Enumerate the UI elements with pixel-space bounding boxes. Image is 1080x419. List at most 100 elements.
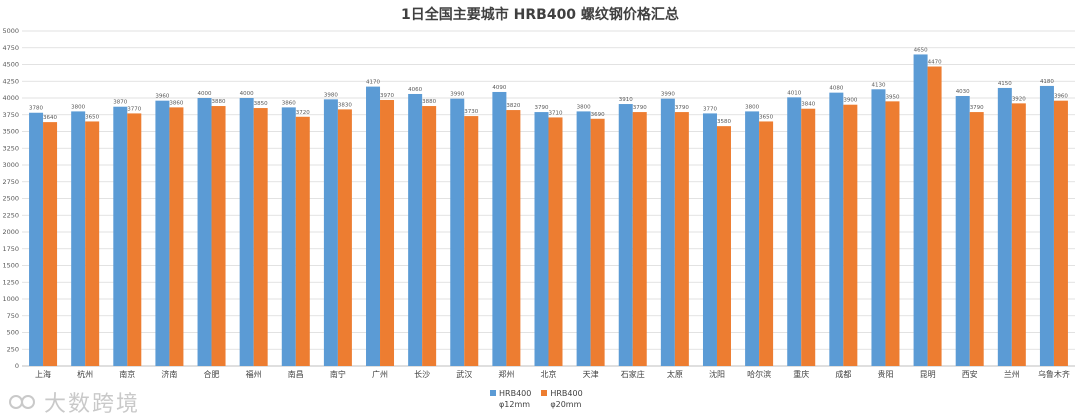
bar-phi20 bbox=[464, 116, 479, 366]
bar-phi20 bbox=[253, 108, 268, 367]
bar-phi20 bbox=[43, 122, 58, 367]
bar-phi12 bbox=[702, 113, 717, 366]
data-label: 3720 bbox=[296, 110, 310, 116]
bar-phi12 bbox=[1039, 85, 1054, 366]
data-label: 3800 bbox=[577, 104, 591, 110]
bar-phi12 bbox=[323, 99, 338, 366]
data-label: 3790 bbox=[633, 105, 647, 111]
x-category-label: 西安 bbox=[962, 369, 978, 379]
bar-phi12 bbox=[71, 111, 86, 367]
bar-phi20 bbox=[337, 109, 352, 366]
data-label: 3990 bbox=[661, 92, 675, 98]
bar-phi20 bbox=[85, 121, 100, 366]
data-label: 3900 bbox=[843, 98, 857, 104]
data-label: 3870 bbox=[113, 100, 127, 106]
bar-phi12 bbox=[366, 86, 381, 367]
data-label: 3880 bbox=[212, 99, 226, 105]
data-label: 4150 bbox=[998, 81, 1012, 87]
bar-phi12 bbox=[913, 54, 928, 366]
x-category-label: 长沙 bbox=[414, 369, 430, 379]
x-category-label: 兰州 bbox=[1004, 369, 1020, 379]
y-tick-label: 2000 bbox=[2, 228, 19, 236]
bar-phi12 bbox=[408, 93, 423, 366]
data-label: 3650 bbox=[759, 114, 773, 120]
x-category-label: 成都 bbox=[835, 369, 851, 379]
y-tick-label: 1000 bbox=[2, 295, 19, 303]
legend: HRB400 φ12mm HRB400 φ20mm bbox=[490, 388, 583, 410]
x-category-label: 南昌 bbox=[288, 369, 304, 379]
y-tick-label: 2500 bbox=[2, 195, 19, 203]
x-category-label: 重庆 bbox=[793, 369, 809, 379]
bar-phi12 bbox=[660, 98, 675, 367]
bar-phi12 bbox=[745, 111, 760, 367]
bar-phi20 bbox=[590, 118, 605, 367]
x-category-label: 广州 bbox=[372, 369, 388, 379]
data-label: 3850 bbox=[254, 101, 268, 107]
data-label: 3650 bbox=[85, 114, 99, 120]
bar-phi12 bbox=[29, 112, 44, 367]
y-tick-label: 2750 bbox=[2, 178, 19, 186]
bar-phi12 bbox=[576, 111, 591, 367]
data-label: 4470 bbox=[928, 60, 942, 66]
data-label: 3830 bbox=[338, 102, 352, 108]
bar-phi12 bbox=[239, 98, 254, 366]
chart-title: 1日全国主要城市 HRB400 螺纹钢价格汇总 bbox=[401, 7, 679, 23]
data-label: 3730 bbox=[464, 109, 478, 115]
x-category-label: 武汉 bbox=[456, 369, 472, 379]
legend-label-series-1: HRB400 φ12mm bbox=[499, 389, 532, 409]
bar-phi12 bbox=[997, 87, 1012, 366]
bar-phi20 bbox=[674, 112, 689, 366]
bar-phi12 bbox=[281, 107, 296, 366]
data-label: 3580 bbox=[717, 119, 731, 125]
data-label: 3780 bbox=[29, 106, 43, 112]
data-label: 3800 bbox=[71, 104, 85, 110]
y-tick-label: 4500 bbox=[2, 61, 19, 69]
bar-phi20 bbox=[422, 106, 437, 366]
bar-phi20 bbox=[506, 110, 521, 366]
x-category-label: 石家庄 bbox=[621, 369, 645, 379]
y-tick-label: 1750 bbox=[2, 245, 19, 253]
y-tick-label: 1250 bbox=[2, 278, 19, 286]
data-label: 3950 bbox=[885, 94, 899, 100]
y-tick-label: 2250 bbox=[2, 211, 19, 219]
data-label: 3860 bbox=[282, 100, 296, 106]
watermark: 大数跨境 bbox=[8, 386, 140, 418]
data-label: 3840 bbox=[801, 102, 815, 108]
bar-phi20 bbox=[380, 100, 395, 366]
x-category-label: 太原 bbox=[667, 369, 683, 379]
y-tick-label: 4250 bbox=[2, 77, 19, 85]
watermark-logo-icon bbox=[9, 395, 35, 409]
bar-phi12 bbox=[787, 97, 802, 366]
y-tick-label: 5000 bbox=[2, 27, 19, 35]
data-label: 3920 bbox=[1012, 96, 1026, 102]
y-tick-label: 4000 bbox=[2, 94, 19, 102]
bar-phi20 bbox=[1053, 100, 1068, 367]
bar-phi20 bbox=[211, 106, 226, 366]
bar-phi12 bbox=[534, 112, 549, 366]
y-tick-label: 1500 bbox=[2, 262, 19, 270]
bar-phi12 bbox=[197, 98, 212, 366]
x-category-label: 南宁 bbox=[330, 369, 346, 379]
data-label: 4060 bbox=[408, 87, 422, 93]
bar-phi20 bbox=[169, 107, 184, 366]
data-label: 4000 bbox=[198, 91, 212, 97]
bar-phi12 bbox=[450, 98, 465, 367]
data-label: 3960 bbox=[1054, 94, 1068, 100]
data-label: 3640 bbox=[43, 115, 57, 121]
x-category-label: 合肥 bbox=[204, 369, 220, 379]
x-category-label: 北京 bbox=[541, 369, 557, 379]
y-tick-label: 0 bbox=[15, 362, 19, 370]
x-category-label: 福州 bbox=[246, 370, 262, 379]
bar-phi12 bbox=[871, 89, 886, 366]
watermark-text: 大数跨境 bbox=[44, 392, 141, 417]
data-label: 3980 bbox=[324, 92, 338, 98]
data-label: 3800 bbox=[745, 104, 759, 110]
data-label: 3790 bbox=[535, 105, 549, 111]
bar-phi20 bbox=[843, 104, 858, 366]
data-label: 4170 bbox=[366, 80, 380, 86]
bar-phi20 bbox=[927, 66, 942, 366]
data-label: 3960 bbox=[155, 94, 169, 100]
legend-swatch-series-1 bbox=[490, 390, 496, 396]
bar-phi20 bbox=[801, 108, 816, 366]
x-category-label: 天津 bbox=[583, 369, 599, 379]
